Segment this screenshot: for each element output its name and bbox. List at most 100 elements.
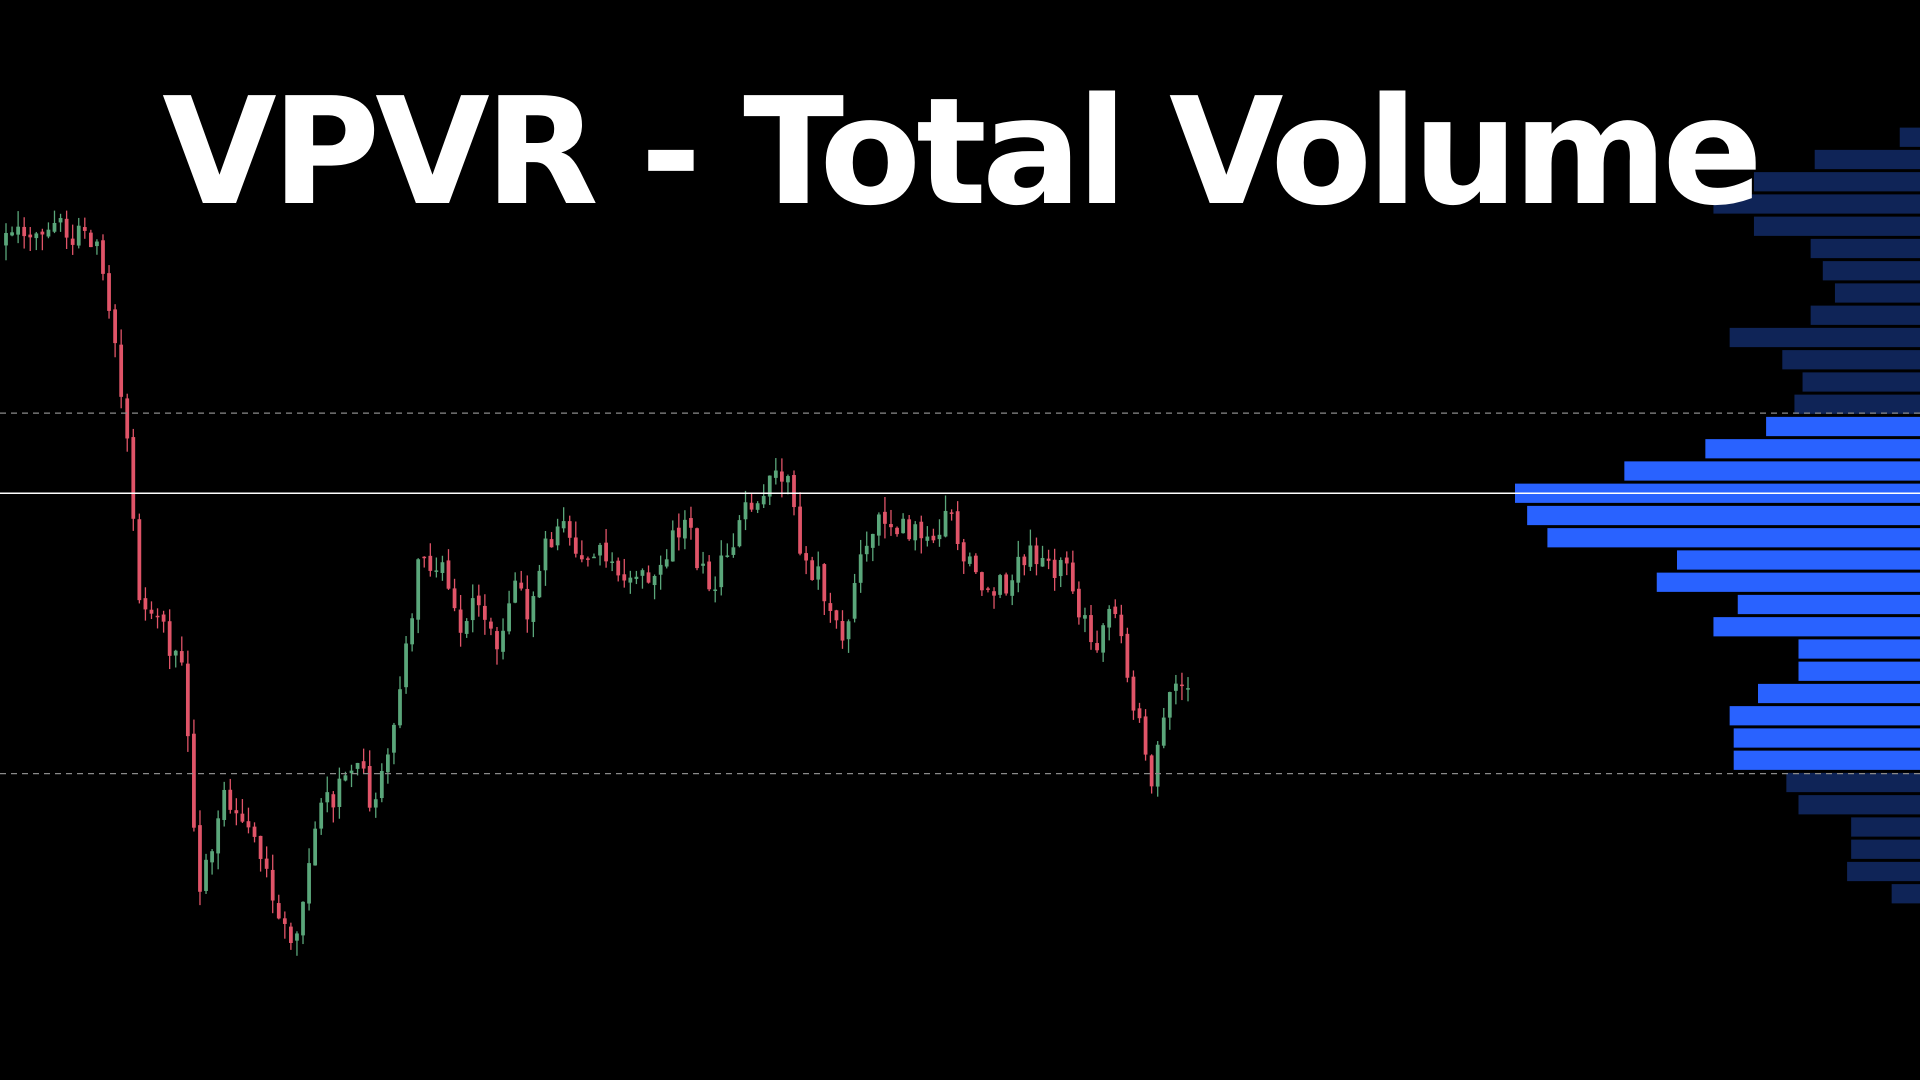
candle-body xyxy=(628,577,633,583)
volume-profile-bar xyxy=(1810,238,1920,259)
candle-body xyxy=(301,901,305,936)
volume-profile-bar xyxy=(1798,661,1920,681)
candle-body xyxy=(1149,755,1154,787)
candle-body xyxy=(731,547,736,555)
candle-body xyxy=(446,560,451,589)
volume-profile-bar xyxy=(1753,216,1920,236)
candle-body xyxy=(1004,574,1009,594)
candle-body xyxy=(779,471,784,482)
candle-body xyxy=(367,766,372,808)
candle-body xyxy=(507,603,511,632)
candle-body xyxy=(422,556,427,559)
candle-body xyxy=(40,231,45,235)
candle-body xyxy=(622,574,627,581)
volume-profile-bar xyxy=(1786,772,1920,793)
candle-body xyxy=(1107,608,1112,628)
candle-body xyxy=(567,521,572,538)
candle-body xyxy=(816,566,821,580)
candle-body xyxy=(125,398,130,439)
candle-body xyxy=(1143,716,1148,755)
candle-body xyxy=(4,233,8,246)
candle-body xyxy=(204,859,208,891)
candle-body xyxy=(798,506,802,554)
candle-body xyxy=(385,754,390,773)
candle-body xyxy=(501,630,505,652)
candle-body xyxy=(525,588,530,620)
candle-body xyxy=(973,555,978,573)
candle-body xyxy=(652,576,657,586)
volume-profile-bar xyxy=(1822,261,1920,281)
candle-body xyxy=(1070,562,1075,592)
candle-body xyxy=(822,564,827,602)
candle-body xyxy=(586,558,590,560)
candle-body xyxy=(1161,717,1166,746)
volume-profile-bar xyxy=(1705,439,1920,459)
volume-profile-bar xyxy=(1810,305,1920,325)
candle-body xyxy=(707,561,712,590)
candle-body xyxy=(870,533,875,548)
candle-body xyxy=(10,232,14,236)
candle-body xyxy=(246,821,251,828)
candle-body xyxy=(834,610,839,621)
candle-body xyxy=(1125,633,1130,678)
candle-body xyxy=(161,614,166,622)
candle-body xyxy=(101,240,105,274)
candle-body xyxy=(107,273,111,311)
volume-profile-bar xyxy=(1794,394,1920,414)
candle-body xyxy=(276,903,281,919)
candle-body xyxy=(167,621,172,656)
candle-body xyxy=(998,575,1002,595)
volume-profile-bar xyxy=(1737,594,1920,615)
candle-body xyxy=(198,825,202,892)
candle-body xyxy=(337,778,342,807)
candle-body xyxy=(773,470,778,478)
candle-body xyxy=(495,631,499,650)
candle-body xyxy=(749,502,754,510)
candle-body xyxy=(95,241,99,247)
candle-body xyxy=(282,918,287,924)
candle-body xyxy=(295,933,299,941)
candle-body xyxy=(458,609,463,633)
candle-body xyxy=(1064,557,1069,564)
candle-body xyxy=(949,512,954,514)
candle-body xyxy=(1034,545,1039,565)
candle-body xyxy=(1155,744,1160,787)
candle-body xyxy=(240,813,245,822)
candle-body xyxy=(967,556,972,564)
candle-body xyxy=(919,521,924,539)
candle-body xyxy=(131,437,136,519)
candle-body xyxy=(416,559,421,620)
volume-profile-bar xyxy=(1677,550,1920,570)
candle-body xyxy=(895,527,899,535)
volume-profile-bar xyxy=(1766,416,1920,437)
candle-body xyxy=(876,514,881,536)
candle-body xyxy=(179,651,184,663)
volume-profile-bar xyxy=(1782,350,1920,370)
volume-profile-bar xyxy=(1527,505,1920,526)
volume-profile-bar xyxy=(1547,528,1920,548)
candle-body xyxy=(82,227,87,231)
candle-body xyxy=(980,572,984,591)
reference-lines xyxy=(0,412,1920,775)
volume-profile-bar xyxy=(1802,372,1920,392)
candle-body xyxy=(1077,588,1081,618)
candle-body xyxy=(579,555,584,560)
candle-body xyxy=(289,926,293,943)
candle-body xyxy=(1022,556,1027,566)
candle-body xyxy=(482,605,487,620)
candle-body xyxy=(701,563,705,566)
candle-body xyxy=(592,556,596,559)
candle-body xyxy=(955,511,960,545)
candle-body xyxy=(489,621,493,629)
candle-body xyxy=(70,238,75,245)
candle-body xyxy=(1040,557,1045,567)
candle-body xyxy=(373,799,378,808)
candle-body xyxy=(555,526,560,546)
candle-body xyxy=(28,234,33,238)
candle-body xyxy=(689,518,693,528)
candle-body xyxy=(58,218,63,223)
candle-body xyxy=(907,519,912,540)
candle-body xyxy=(1167,692,1172,718)
volume-profile-bar xyxy=(1656,572,1920,592)
candle-body xyxy=(331,794,336,808)
